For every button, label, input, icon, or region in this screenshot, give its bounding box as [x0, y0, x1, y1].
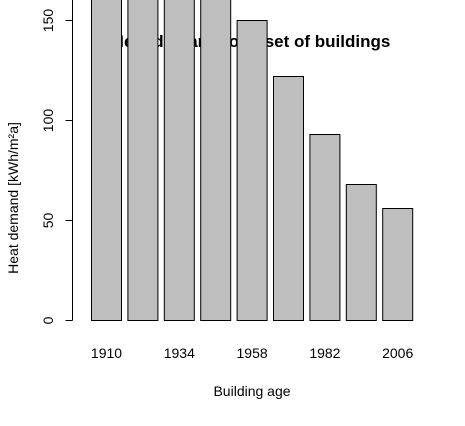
bar-1994 — [345, 184, 377, 321]
x-tick-label-1958: 1958 — [237, 345, 268, 361]
bar-1970 — [273, 76, 304, 321]
x-axis-labels: 1910 1934 1958 1982 2006 — [91, 345, 414, 361]
x-tick-label-1982: 1982 — [309, 345, 340, 361]
y-tick-label-0: 0 — [40, 316, 56, 324]
bar-1982 — [309, 134, 341, 321]
x-tick-label-1910: 1910 — [91, 345, 122, 361]
bar-1922 — [127, 0, 159, 321]
bar-1958 — [236, 20, 268, 321]
bar-1946 — [200, 0, 232, 321]
x-tick-label-2006: 2006 — [382, 345, 413, 361]
bar-2006 — [382, 208, 414, 321]
y-tick-label-50: 50 — [40, 213, 56, 229]
x-tick-label-1934: 1934 — [164, 345, 195, 361]
bars-group — [91, 0, 414, 321]
y-axis: 050100150200 — [40, 0, 73, 324]
y-axis-title: Heat demand [kWh/m²a] — [5, 122, 21, 274]
bar-1910 — [91, 0, 122, 321]
y-tick-label-150: 150 — [40, 9, 56, 33]
y-tick-label-100: 100 — [40, 109, 56, 133]
bar-1934 — [163, 0, 195, 321]
x-axis-title: Building age — [213, 383, 290, 399]
